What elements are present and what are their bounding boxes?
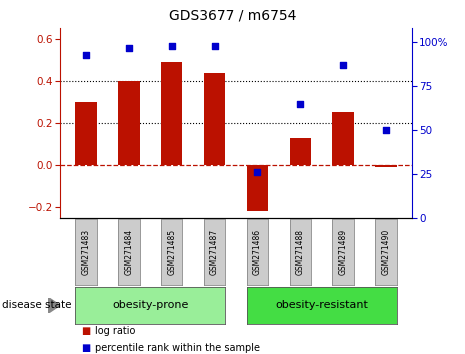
- Point: [82, 52, 90, 57]
- Point: [297, 101, 304, 107]
- Bar: [118, 81, 140, 165]
- Text: GSM271484: GSM271484: [125, 229, 133, 275]
- Point: [125, 45, 133, 50]
- Polygon shape: [48, 297, 60, 313]
- Text: GSM271483: GSM271483: [82, 229, 91, 275]
- Text: GSM271487: GSM271487: [210, 229, 219, 275]
- Text: GSM271490: GSM271490: [381, 229, 390, 275]
- Bar: [332, 113, 354, 165]
- Text: GDS3677 / m6754: GDS3677 / m6754: [169, 9, 296, 23]
- Bar: [204, 73, 225, 165]
- Bar: [75, 102, 97, 165]
- Text: GSM271486: GSM271486: [253, 229, 262, 275]
- Text: disease state: disease state: [2, 300, 72, 310]
- Text: ■: ■: [81, 343, 91, 353]
- Bar: [161, 62, 182, 165]
- Text: ■: ■: [81, 326, 91, 336]
- Text: obesity-prone: obesity-prone: [112, 300, 188, 310]
- Point: [168, 43, 175, 49]
- Text: GSM271489: GSM271489: [339, 229, 347, 275]
- Point: [339, 62, 347, 68]
- Text: GSM271488: GSM271488: [296, 229, 305, 275]
- Text: log ratio: log ratio: [95, 326, 136, 336]
- Bar: [375, 165, 397, 167]
- Point: [211, 43, 218, 49]
- Point: [382, 127, 390, 133]
- Bar: [290, 138, 311, 165]
- Point: [254, 169, 261, 175]
- Text: obesity-resistant: obesity-resistant: [275, 300, 368, 310]
- Bar: [247, 165, 268, 211]
- Text: percentile rank within the sample: percentile rank within the sample: [95, 343, 260, 353]
- Text: GSM271485: GSM271485: [167, 229, 176, 275]
